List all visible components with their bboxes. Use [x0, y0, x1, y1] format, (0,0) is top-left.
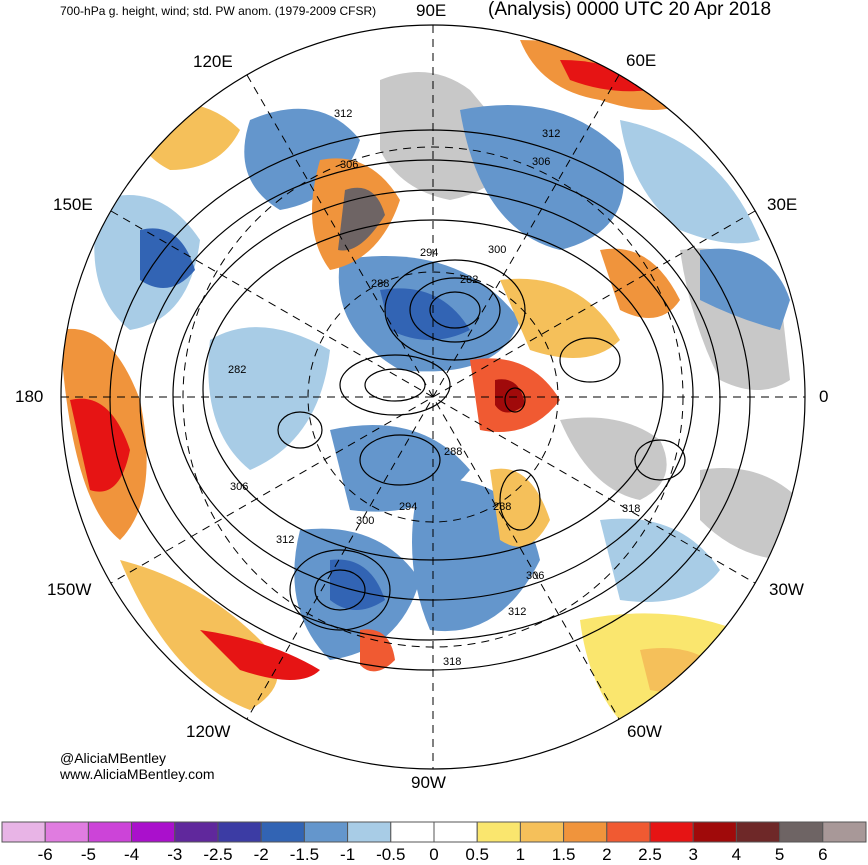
colorbar-tick-label: 1.5: [551, 845, 576, 864]
colorbar-tick-label: -2: [253, 845, 269, 864]
lon-label-0: 0: [819, 387, 829, 406]
colorbar-swatch: [347, 821, 392, 843]
contour-label: 306: [340, 159, 358, 171]
colorbar-tick-label: -0.5: [376, 845, 406, 864]
colorbar-swatch: [390, 821, 435, 843]
contour-label: 294: [399, 501, 417, 513]
contour-label: 294: [420, 247, 438, 259]
colorbar-tick-label: 5: [774, 845, 785, 864]
analysis-time: (Analysis) 0000 UTC 20 Apr 2018: [488, 0, 772, 20]
colorbar-swatch: [606, 821, 651, 843]
colorbar-swatch: [174, 821, 219, 843]
colorbar-tick-label: 0: [429, 845, 439, 864]
lon-label-30w: 30W: [769, 580, 804, 599]
contour-label: 288: [371, 278, 389, 290]
colorbar-swatch: [649, 821, 694, 843]
contour-label: 288: [493, 501, 511, 513]
contour-label: 312: [508, 606, 526, 618]
lon-label-120w: 120W: [186, 722, 231, 741]
colorbar-tick-label: 3: [688, 845, 698, 864]
contour-label: 288: [444, 446, 462, 458]
colorbar-swatch: [131, 821, 176, 843]
colorbar-swatch: [433, 821, 478, 843]
lon-label-120e: 120E: [193, 52, 233, 71]
contour-label: 300: [488, 244, 506, 256]
colorbar-tick-label: 6: [818, 845, 828, 864]
colorbar-tick-label: -5: [80, 845, 96, 864]
colorbar-tick-label: 2.5: [638, 845, 662, 864]
map-boundary: [60, 24, 806, 770]
colorbar-swatch: [44, 821, 89, 843]
map-title: 700-hPa g. height, wind; std. PW anom. (…: [60, 4, 377, 18]
colorbar-swatch: [519, 821, 565, 843]
colorbar-swatch: [260, 821, 305, 843]
contour-label: 312: [334, 108, 352, 120]
colorbar-tick-label: -2.5: [203, 845, 233, 864]
colorbar-swatch: [476, 821, 521, 843]
colorbar-swatch: [779, 821, 824, 843]
colorbar-swatch: [692, 821, 737, 843]
colorbar-swatch: [563, 821, 608, 843]
contour-label: 300: [356, 515, 374, 527]
lon-label-60w: 60W: [627, 722, 662, 741]
contour-label: 312: [542, 128, 560, 140]
graticule: [61, 25, 805, 769]
lon-label-60e: 60E: [626, 51, 657, 70]
colorbar-swatch: [217, 821, 262, 843]
contour-label: 306: [526, 570, 544, 582]
colorbar-swatch: [303, 821, 349, 843]
contour-label: 318: [622, 503, 640, 515]
lon-label-30e: 30E: [767, 195, 798, 214]
contour-label: 306: [532, 156, 550, 168]
colorbar-swatch: [822, 821, 867, 843]
colorbar-tick-label: -1.5: [289, 845, 320, 864]
colorbar-tick-label: 1: [515, 845, 526, 864]
colorbar-tick-label: -6: [37, 845, 53, 864]
credit-twitter: @AliciaMBentley: [60, 750, 167, 766]
colorbar-tick-label: 4: [731, 845, 742, 864]
contour-label: 306: [230, 481, 248, 493]
lon-label-90w: 90W: [411, 773, 446, 792]
colorbar-tick-label: 0.5: [465, 845, 489, 864]
lon-label-180: 180: [15, 387, 44, 406]
lon-label-150e: 150E: [53, 195, 93, 214]
contour-label: 282: [228, 364, 246, 376]
contour-label: 318: [443, 656, 461, 668]
pw-anomaly-field: [61, 25, 805, 769]
colorbar-tick-label: -4: [124, 845, 140, 864]
colorbar-swatch: [87, 821, 133, 843]
colorbar-swatch: [1, 821, 46, 843]
contour-label: 282: [460, 274, 478, 286]
polar-map: 312 312 306 306 294 300 282 288 282 288 …: [60, 24, 806, 770]
colorbar-tick-label: 2: [602, 845, 612, 864]
colorbar-tick-label: -1: [340, 845, 356, 864]
colorbar: [1, 821, 867, 843]
credit-website: www.AliciaMBentley.com: [60, 766, 215, 782]
lon-label-150w: 150W: [47, 580, 92, 599]
contour-label: 312: [276, 534, 294, 546]
colorbar-swatch: [735, 821, 781, 843]
lon-label-90e: 90E: [416, 1, 447, 20]
colorbar-tick-label: -3: [167, 845, 183, 864]
